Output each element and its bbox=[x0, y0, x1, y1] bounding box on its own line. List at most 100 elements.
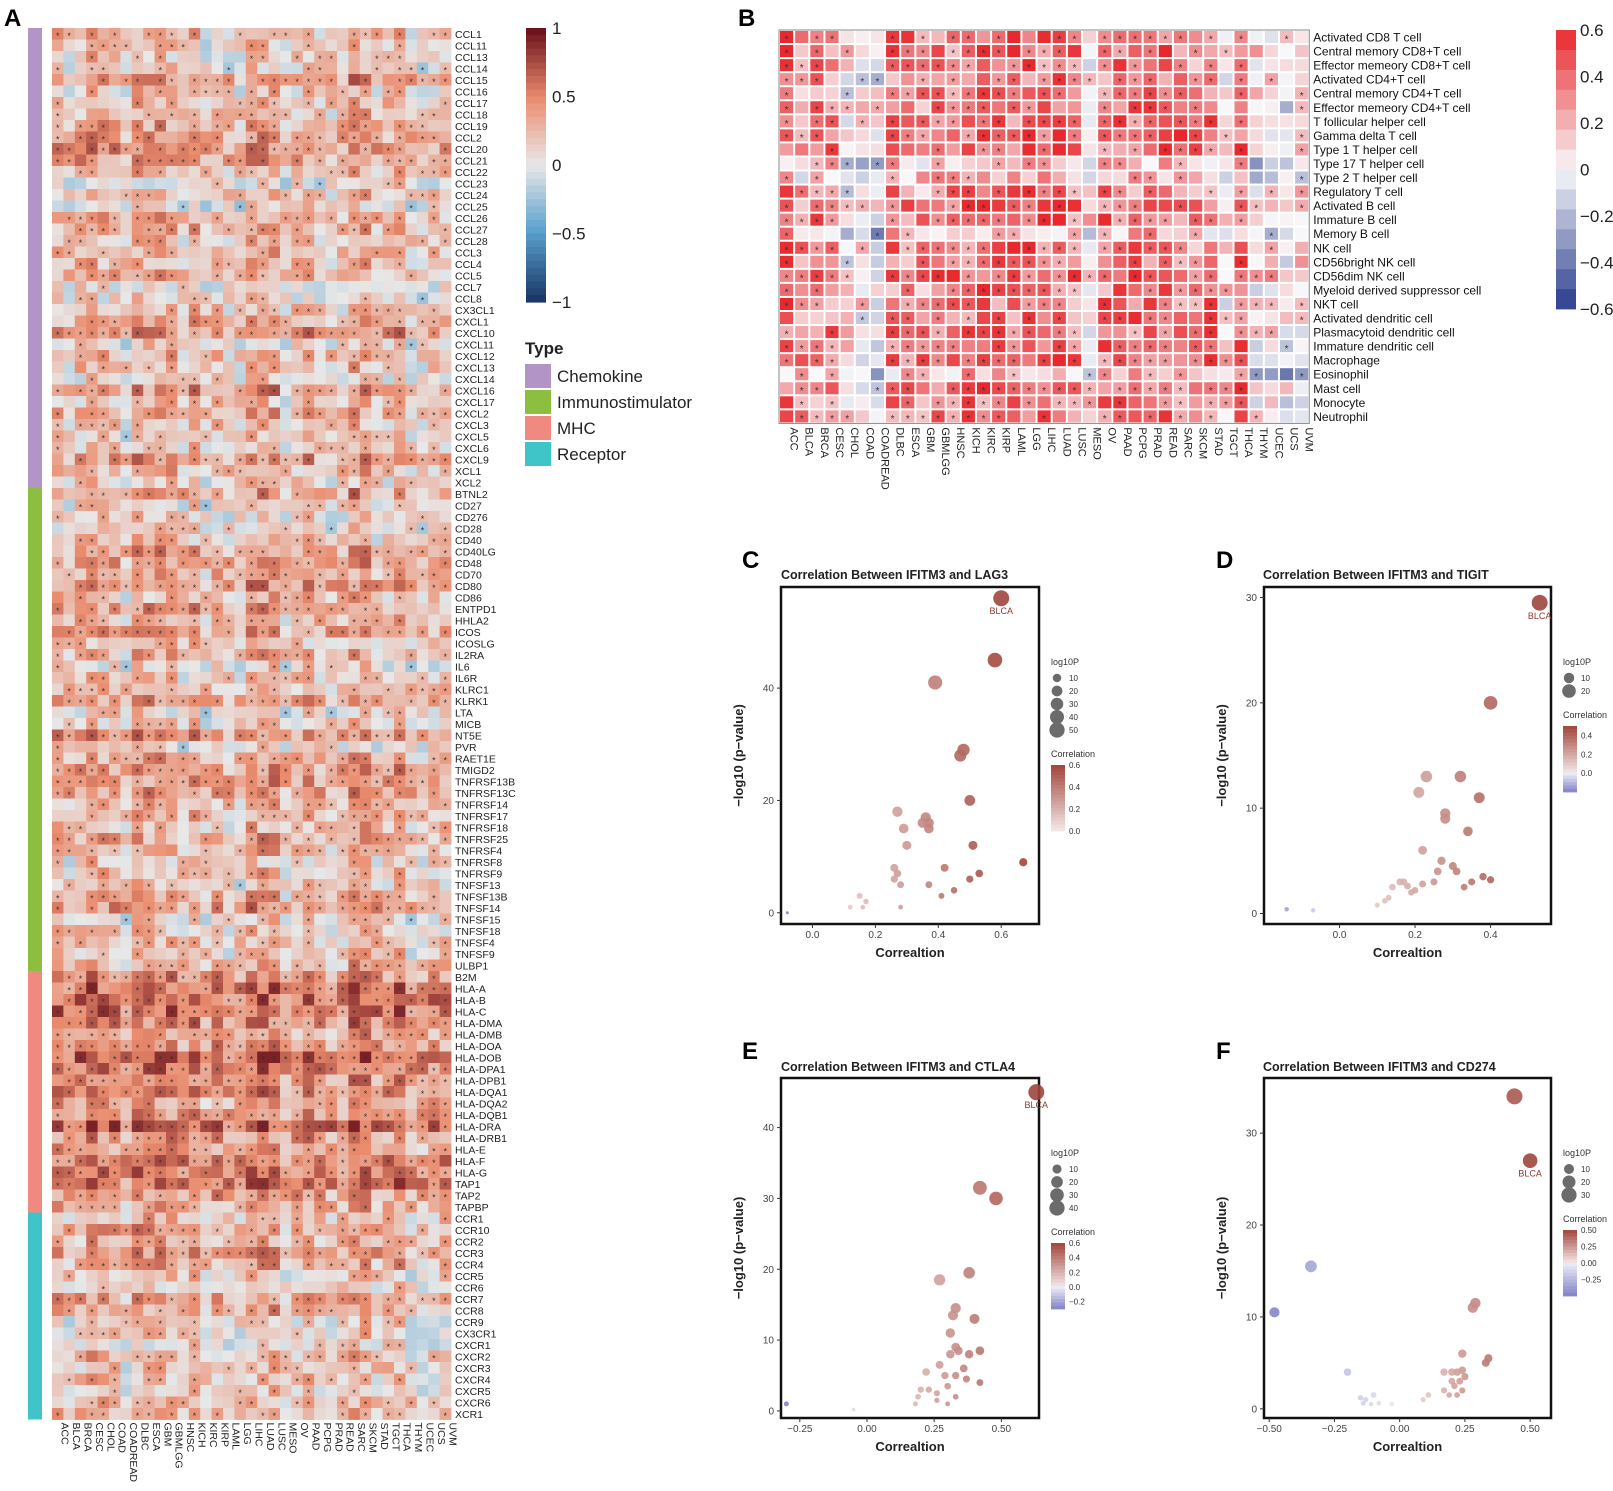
significance-star: * bbox=[181, 410, 185, 420]
significance-star: * bbox=[432, 445, 436, 455]
heatmap-cell bbox=[143, 269, 155, 282]
significance-star: * bbox=[250, 571, 254, 581]
heatmap-cell bbox=[74, 177, 87, 190]
heatmap-cell bbox=[371, 833, 383, 845]
heatmap-cell bbox=[325, 695, 338, 707]
heatmap-cell bbox=[188, 925, 201, 937]
heatmap-cell bbox=[143, 235, 155, 247]
heatmap-cell bbox=[234, 85, 247, 98]
heatmap-cell bbox=[394, 729, 406, 742]
significance-star: * bbox=[193, 1112, 197, 1122]
significance-star: * bbox=[261, 54, 265, 64]
heatmap-cell bbox=[188, 97, 201, 109]
heatmap-cell bbox=[63, 74, 76, 86]
heatmap-cell bbox=[143, 223, 155, 236]
significance-star: * bbox=[159, 157, 163, 167]
heatmap-cell bbox=[211, 741, 224, 753]
gene-label: TNFRSF13B bbox=[455, 776, 515, 788]
heatmap-cell bbox=[143, 557, 155, 569]
gene-label: TNFRSF25 bbox=[455, 834, 508, 846]
significance-star: * bbox=[170, 974, 174, 984]
heatmap-cell bbox=[325, 752, 338, 765]
heatmap-cell bbox=[268, 465, 281, 477]
significance-star: * bbox=[136, 813, 140, 823]
significance-star: * bbox=[90, 732, 94, 742]
heatmap-cell bbox=[439, 649, 452, 661]
heatmap-cell bbox=[63, 913, 76, 926]
heatmap-cell bbox=[52, 189, 64, 201]
heatmap-cell bbox=[428, 706, 440, 719]
significance-star: * bbox=[341, 905, 345, 915]
heatmap-cell bbox=[428, 131, 440, 144]
heatmap-cell bbox=[143, 327, 155, 339]
heatmap-cell bbox=[280, 350, 292, 362]
heatmap-cell bbox=[211, 476, 224, 489]
heatmap-cell bbox=[257, 867, 269, 880]
significance-star: * bbox=[170, 629, 174, 639]
significance-star: * bbox=[273, 123, 277, 133]
heatmap-cell bbox=[382, 522, 395, 535]
heatmap-cell bbox=[416, 580, 429, 592]
heatmap-cell bbox=[382, 85, 395, 98]
significance-star: * bbox=[352, 732, 356, 742]
heatmap-cell bbox=[52, 488, 64, 500]
significance-star: * bbox=[352, 353, 356, 363]
heatmap-cell bbox=[359, 465, 372, 477]
heatmap-cell bbox=[200, 741, 212, 753]
significance-star: * bbox=[398, 123, 402, 133]
heatmap-cell bbox=[154, 223, 167, 236]
heatmap-cell bbox=[52, 430, 64, 443]
heatmap-cell bbox=[120, 1097, 133, 1110]
significance-star: * bbox=[444, 755, 448, 765]
significance-star: * bbox=[341, 445, 345, 455]
significance-star: * bbox=[250, 560, 254, 570]
heatmap-cell bbox=[291, 913, 304, 926]
heatmap-cell bbox=[314, 108, 326, 121]
heatmap-cell bbox=[97, 120, 110, 132]
heatmap-cell bbox=[188, 936, 201, 949]
significance-star: * bbox=[90, 985, 94, 995]
significance-star: * bbox=[216, 1008, 220, 1018]
heatmap-cell bbox=[211, 1005, 224, 1018]
heatmap-cell bbox=[52, 143, 64, 155]
significance-star: * bbox=[284, 192, 288, 202]
heatmap-cell bbox=[188, 304, 201, 316]
significance-star: * bbox=[79, 1020, 83, 1030]
significance-star: * bbox=[364, 548, 368, 558]
significance-star: * bbox=[56, 939, 60, 949]
heatmap-cell bbox=[188, 39, 201, 52]
significance-star: * bbox=[352, 847, 356, 857]
heatmap-cell bbox=[371, 649, 383, 661]
heatmap-cell bbox=[52, 327, 64, 339]
significance-star: * bbox=[79, 594, 83, 604]
heatmap-cell bbox=[325, 637, 338, 650]
significance-star: * bbox=[250, 54, 254, 64]
significance-star: * bbox=[444, 410, 448, 420]
significance-star: * bbox=[67, 790, 71, 800]
heatmap-cell bbox=[371, 120, 383, 132]
heatmap-cell bbox=[359, 810, 372, 822]
heatmap-cell bbox=[245, 453, 258, 466]
heatmap-cell bbox=[245, 867, 258, 880]
heatmap-cell bbox=[371, 557, 383, 569]
heatmap-cell bbox=[74, 108, 87, 121]
significance-star: * bbox=[147, 491, 151, 501]
heatmap-cell bbox=[257, 994, 269, 1006]
heatmap-cell bbox=[211, 292, 224, 305]
heatmap-cell bbox=[177, 1040, 190, 1052]
heatmap-cell bbox=[63, 1040, 76, 1052]
heatmap-cell bbox=[166, 361, 178, 374]
significance-star: * bbox=[318, 1077, 322, 1087]
heatmap-cell bbox=[325, 212, 338, 224]
significance-star: * bbox=[352, 916, 356, 926]
heatmap-cell bbox=[223, 166, 235, 178]
heatmap-cell bbox=[325, 591, 338, 604]
significance-star: * bbox=[216, 376, 220, 386]
heatmap-cell bbox=[416, 396, 429, 408]
heatmap-cell bbox=[314, 85, 326, 98]
heatmap-cell bbox=[154, 603, 167, 615]
heatmap-cell bbox=[166, 1109, 178, 1121]
significance-star: * bbox=[295, 698, 299, 708]
significance-star: * bbox=[364, 755, 368, 765]
heatmap-cell bbox=[280, 108, 292, 121]
